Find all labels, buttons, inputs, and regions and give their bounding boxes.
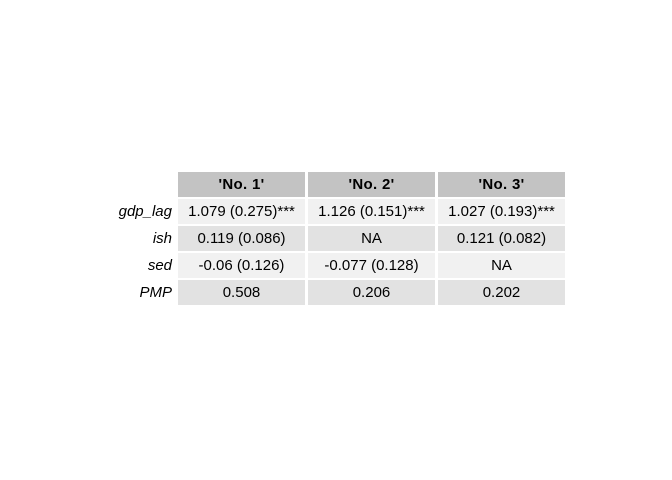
cell-ish-no2: NA	[308, 226, 435, 251]
cell-pmp-no3: 0.202	[438, 280, 565, 305]
column-header-no1: 'No. 1'	[178, 172, 305, 197]
cell-pmp-no1: 0.508	[178, 280, 305, 305]
row-label-pmp: PMP	[139, 284, 172, 301]
row-label-gdp-lag: gdp_lag	[118, 203, 172, 220]
cell-sed-no3: NA	[438, 253, 565, 278]
row-label-sed: sed	[147, 257, 172, 274]
cell-gdp-lag-no1: 1.079 (0.275)***	[178, 199, 305, 224]
cell-ish-no1: 0.119 (0.086)	[178, 226, 305, 251]
table-corner-cell	[96, 172, 175, 197]
cell-pmp-no2: 0.206	[308, 280, 435, 305]
column-header-no3: 'No. 3'	[438, 172, 565, 197]
row-label-ish: ish	[152, 230, 172, 247]
cell-gdp-lag-no2: 1.126 (0.151)***	[308, 199, 435, 224]
cell-sed-no2: -0.077 (0.128)	[308, 253, 435, 278]
cell-gdp-lag-no3: 1.027 (0.193)***	[438, 199, 565, 224]
cell-ish-no3: 0.121 (0.082)	[438, 226, 565, 251]
regression-results-table: 'No. 1' 'No. 2' 'No. 3' gdp_lag 1.079 (0…	[96, 172, 565, 305]
cell-sed-no1: -0.06 (0.126)	[178, 253, 305, 278]
column-header-no2: 'No. 2'	[308, 172, 435, 197]
